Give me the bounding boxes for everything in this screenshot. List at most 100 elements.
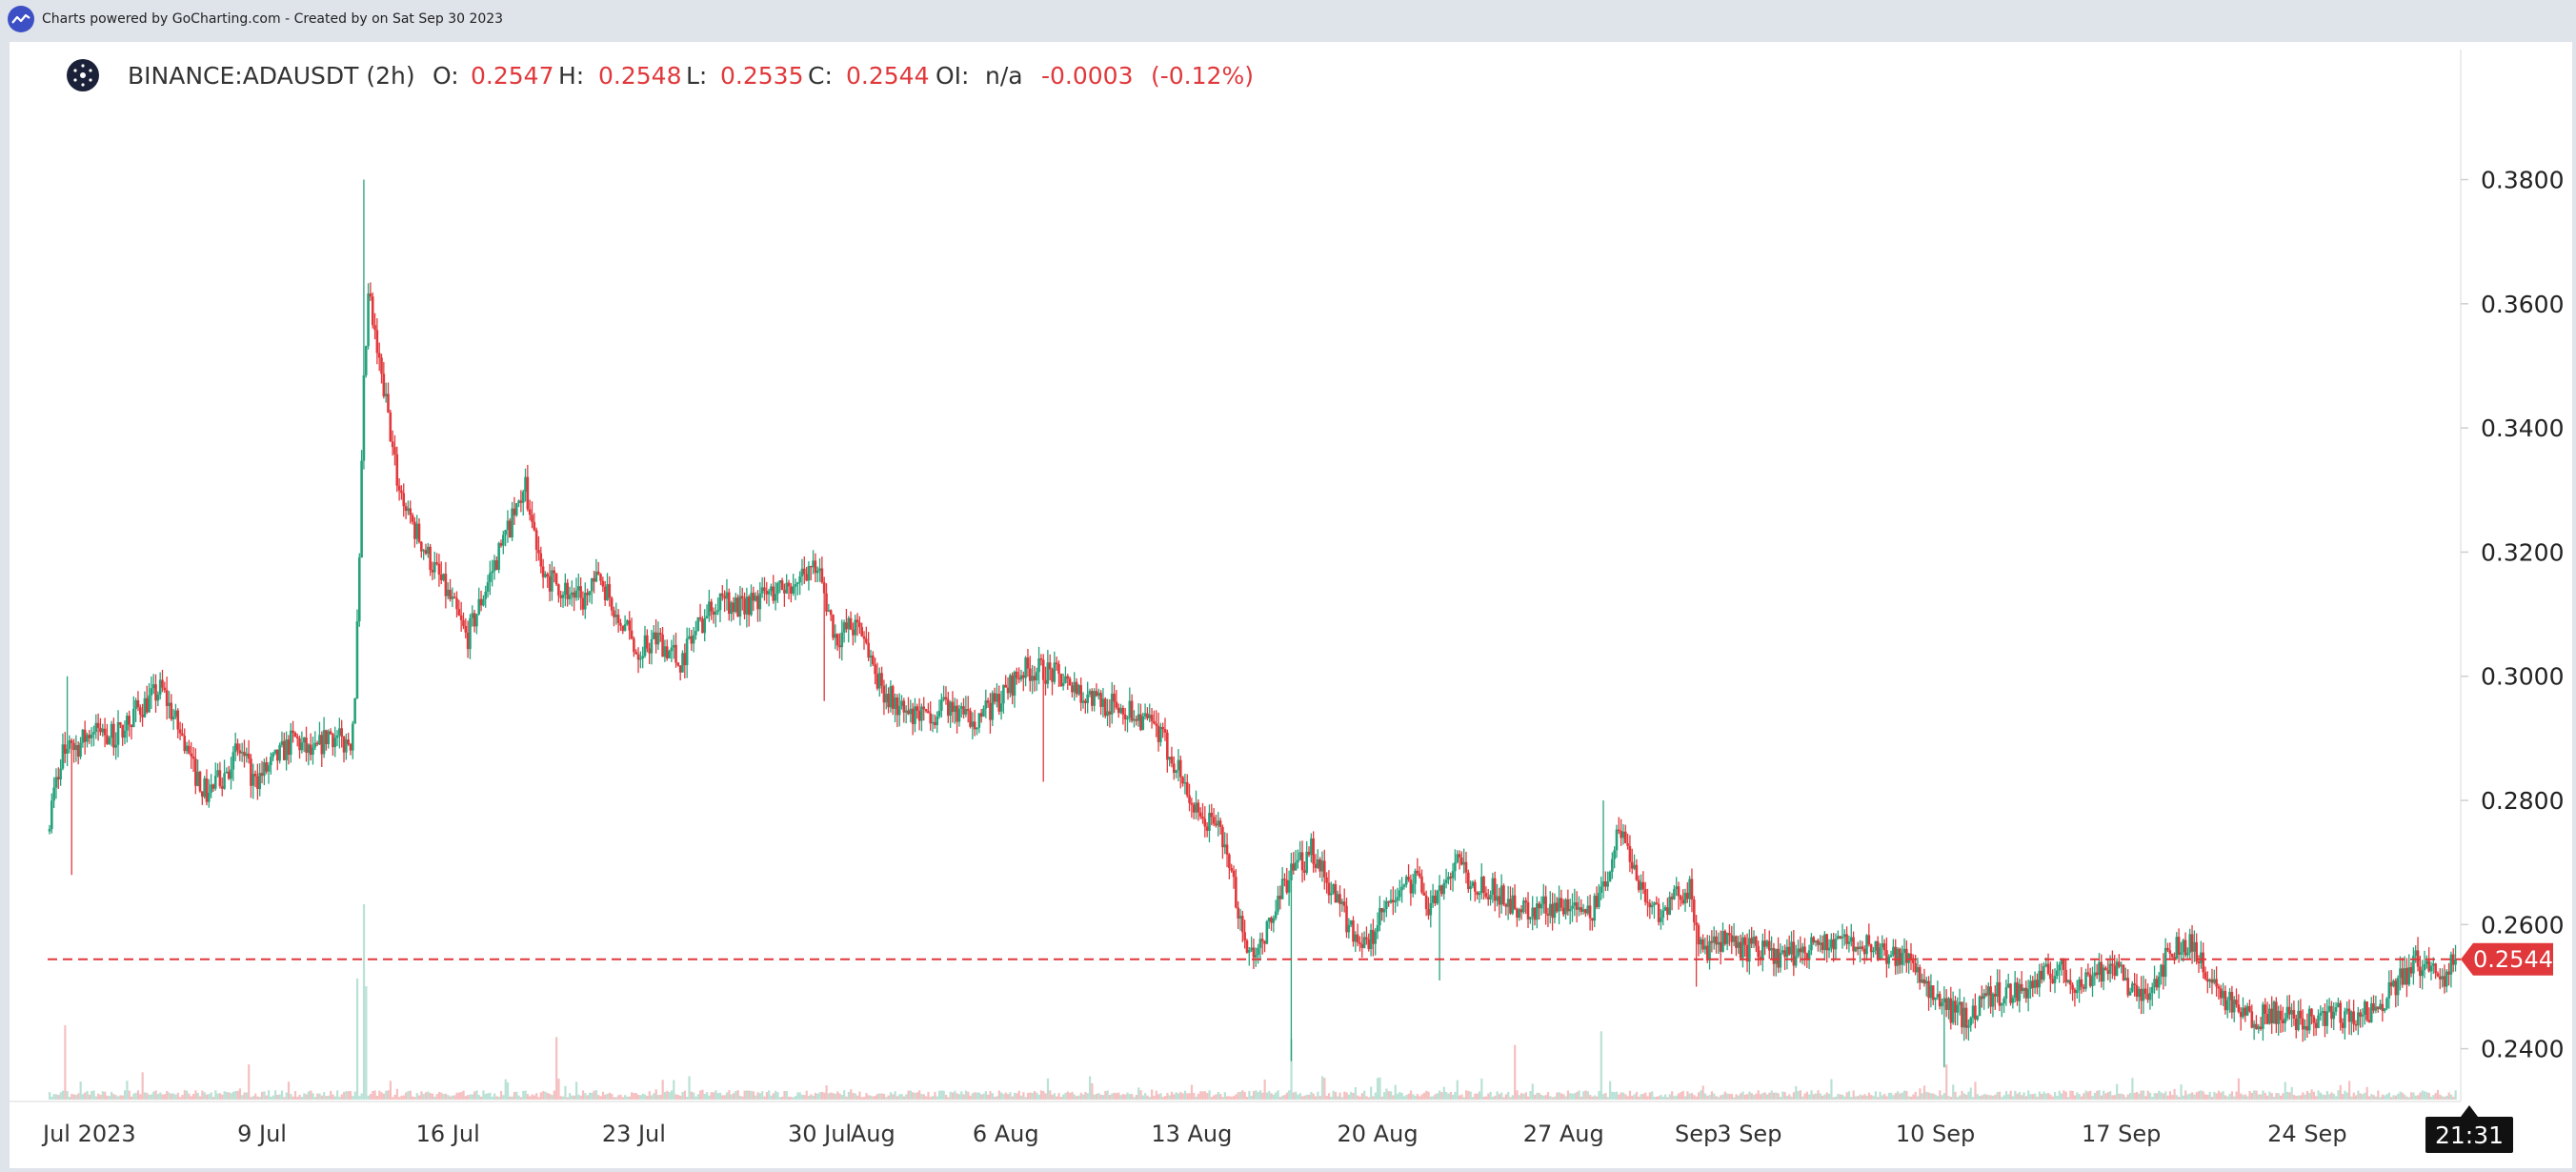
volume-bar — [776, 1092, 779, 1100]
candle-body — [1825, 934, 1828, 951]
volume-bar — [2024, 1096, 2027, 1100]
volume-bar — [1057, 1093, 1060, 1100]
candle-body — [495, 560, 498, 570]
candle-body — [2222, 990, 2224, 999]
volume-bar — [1598, 1091, 1600, 1100]
candle-body — [1785, 946, 1789, 958]
volume-bar — [467, 1095, 470, 1100]
candle-body — [1978, 996, 1982, 1017]
candle-body — [2294, 1019, 2298, 1030]
candle-body — [877, 673, 881, 689]
volume-bar — [431, 1093, 434, 1100]
candle-body — [364, 346, 368, 375]
candle-body — [1280, 879, 1284, 899]
volume-bar — [52, 1094, 55, 1100]
volume-bar — [989, 1091, 992, 1100]
volume-bar — [2332, 1093, 2335, 1100]
volume-bar — [1462, 1097, 1465, 1100]
volume-bar — [2148, 1092, 2152, 1100]
candle-body — [1781, 950, 1784, 953]
candle-body — [258, 773, 262, 790]
volume-bar — [489, 1092, 492, 1100]
candle-body — [2361, 1014, 2365, 1017]
volume-bar — [104, 1091, 107, 1100]
volume-bar — [1916, 1096, 1920, 1100]
y-tick-label: 0.2600 — [2481, 911, 2564, 939]
candle-body — [2292, 1010, 2296, 1020]
volume-bar — [2339, 1084, 2342, 1100]
volume-bar — [405, 1092, 408, 1100]
volume-bar — [108, 1096, 111, 1100]
volume-bars — [49, 904, 2457, 1100]
candle-body — [2405, 968, 2408, 985]
candle-body — [1340, 901, 1344, 904]
candle-body — [1790, 941, 1793, 955]
candle-body — [1708, 940, 1711, 961]
volume-bar — [1029, 1092, 1032, 1100]
volume-bar — [1155, 1090, 1157, 1100]
volume-bar — [2202, 1091, 2204, 1100]
candle-body — [260, 773, 264, 777]
candle-body — [1666, 907, 1669, 915]
volume-bar — [1942, 1093, 1946, 1100]
volume-bar — [832, 1093, 835, 1100]
candle-body — [1526, 902, 1530, 919]
volume-bar — [1785, 1096, 1789, 1100]
candle-body — [86, 735, 89, 742]
volume-bar — [283, 1097, 286, 1100]
candle-body — [517, 500, 520, 504]
volume-bar — [745, 1090, 749, 1100]
volume-bar — [449, 1096, 452, 1100]
candle-body — [2024, 987, 2028, 999]
volume-bar — [2142, 1090, 2145, 1100]
volume-bar — [613, 1097, 615, 1100]
candle-body — [1013, 672, 1016, 697]
candle-body — [1924, 980, 1928, 984]
volume-bar — [628, 1096, 631, 1100]
volume-bar — [1929, 1093, 1933, 1100]
volume-bar — [2427, 1092, 2430, 1100]
candle-body — [1633, 864, 1636, 869]
volume-bar — [1520, 1093, 1523, 1100]
candle-body — [725, 592, 729, 599]
candle-body — [1175, 770, 1177, 773]
volume-bar — [2200, 1090, 2203, 1100]
candle-body — [1976, 1016, 1979, 1020]
volume-bar — [894, 1091, 896, 1100]
volume-bar — [2432, 1095, 2435, 1100]
y-tick-label: 0.3800 — [2481, 167, 2564, 194]
candle-body — [849, 617, 853, 630]
volume-bar — [574, 1081, 578, 1100]
volume-bar — [121, 1095, 124, 1100]
candle-body — [183, 736, 187, 752]
candle-body — [1079, 685, 1082, 703]
volume-bar — [2151, 1096, 2154, 1100]
candle-body — [2396, 978, 2400, 996]
price-chart[interactable]: BINANCE:ADAUSDT (2h) O: 0.2547 H: 0.2548… — [10, 42, 2572, 1168]
candle-body — [2407, 967, 2411, 985]
candle-body — [2056, 970, 2059, 977]
volume-bar — [84, 1092, 87, 1100]
volume-bar — [2414, 1095, 2417, 1100]
candle-body — [1379, 908, 1381, 926]
volume-bar — [1084, 1092, 1087, 1100]
volume-bar — [703, 1093, 706, 1100]
volume-bar — [934, 1091, 936, 1100]
candle-body — [1484, 893, 1488, 898]
volume-bar — [1604, 1093, 1607, 1100]
chart-panel[interactable]: BINANCE:ADAUSDT (2h) O: 0.2547 H: 0.2548… — [10, 42, 2572, 1168]
candle-body — [1476, 891, 1479, 896]
volume-bar — [1621, 1092, 1625, 1100]
candle-body — [1469, 886, 1472, 890]
candle-body — [1103, 698, 1107, 717]
volume-bar — [2106, 1092, 2109, 1100]
volume-bar — [611, 1093, 614, 1100]
volume-bar — [1912, 1094, 1915, 1100]
candle-body — [2324, 1011, 2326, 1026]
volume-bar — [668, 1092, 671, 1100]
candle-body — [2051, 979, 2054, 983]
volume-bar — [1843, 1096, 1846, 1100]
candle-body — [1918, 967, 1922, 983]
candle-body — [2365, 1001, 2368, 1020]
candle-body — [1513, 895, 1517, 909]
